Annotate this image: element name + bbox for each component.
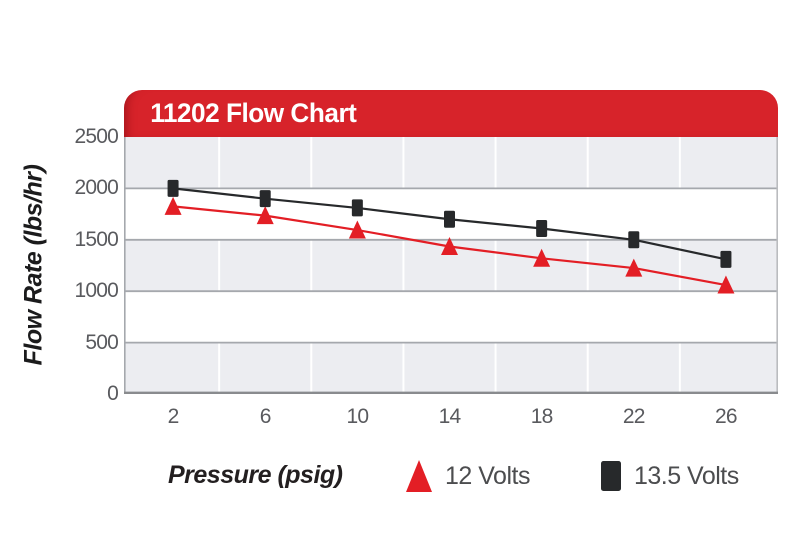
legend-label: 12 Volts xyxy=(445,461,530,490)
square-marker xyxy=(720,250,732,268)
y-tick-label: 1500 xyxy=(74,227,118,251)
chart-title-bar: 11202 Flow Chart xyxy=(124,90,778,137)
triangle-marker xyxy=(625,258,643,277)
square-marker xyxy=(536,219,548,237)
plot-band xyxy=(124,291,778,343)
triangle-marker xyxy=(533,248,551,267)
plot-band xyxy=(124,342,778,394)
plot-area xyxy=(124,137,778,394)
x-tick-label: 2 xyxy=(167,405,180,428)
triangle-marker xyxy=(164,196,182,215)
triangle-marker xyxy=(717,275,735,294)
square-marker xyxy=(444,210,456,228)
x-tick-label: 6 xyxy=(259,405,272,428)
chart-canvas xyxy=(124,137,778,394)
triangle-marker xyxy=(441,236,459,255)
legend: 12 Volts 13.5 Volts xyxy=(406,458,739,494)
triangle-marker xyxy=(348,220,366,239)
legend-item-12-volts: 12 Volts xyxy=(406,460,530,492)
legend-label: 13.5 Volts xyxy=(633,461,739,490)
triangle-marker xyxy=(256,206,274,225)
red-triangle-icon xyxy=(406,460,432,492)
y-tick-label: 500 xyxy=(85,330,118,354)
square-marker xyxy=(259,190,271,208)
y-tick-label: 0 xyxy=(107,382,119,405)
square-marker xyxy=(167,179,179,197)
legend-item-13-5-volts: 13.5 Volts xyxy=(600,461,739,491)
x-tick-label: 14 xyxy=(438,405,462,428)
x-tick-label: 22 xyxy=(622,405,646,428)
chart-title: 11202 Flow Chart xyxy=(150,98,357,128)
x-tick-label: 10 xyxy=(346,405,369,428)
black-square-icon xyxy=(600,461,621,491)
y-tick-label: 2000 xyxy=(74,176,118,200)
y-tick-label: 1000 xyxy=(74,279,118,303)
square-marker xyxy=(628,231,640,249)
x-tick-label: 26 xyxy=(715,405,738,428)
plot-band xyxy=(124,137,778,189)
x-axis-title: Pressure (psig) xyxy=(168,461,343,489)
square-marker xyxy=(351,199,363,217)
x-tick-label: 18 xyxy=(530,405,554,428)
y-tick-label: 2500 xyxy=(74,125,118,148)
